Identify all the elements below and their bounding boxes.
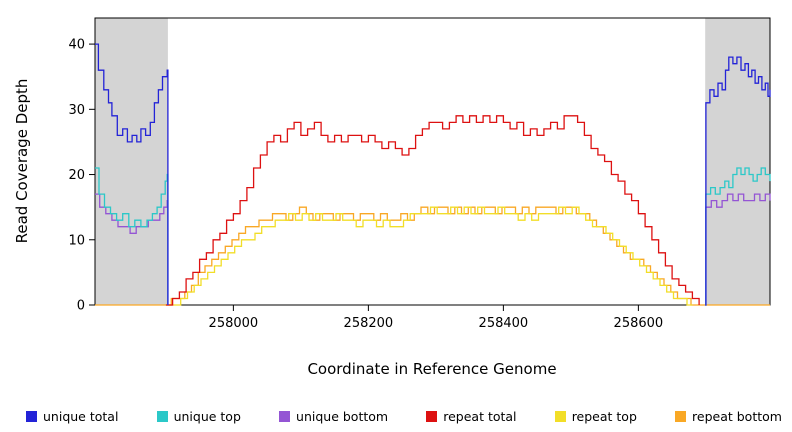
series-line-unique-total [705, 56, 771, 306]
y-tick-label: 30 [68, 103, 85, 118]
legend-item-unique-total: unique total [26, 409, 118, 424]
x-axis-title: Coordinate in Reference Genome [307, 360, 556, 378]
y-tick-label: 20 [68, 168, 85, 183]
series-line-unique-top [705, 167, 771, 306]
y-axis-title: Read Coverage Depth [13, 79, 31, 244]
series-line-unique-total [95, 43, 169, 305]
x-tick-label: 258200 [344, 316, 394, 331]
legend-label: repeat top [571, 409, 637, 424]
legend-item-repeat-bottom: repeat bottom [675, 409, 782, 424]
legend-swatch-unique-top [156, 411, 168, 422]
legend-label: repeat bottom [692, 409, 782, 424]
legend-label: unique bottom [296, 409, 389, 424]
legend-item-repeat-total: repeat total [426, 409, 517, 424]
series-line-repeat-top [165, 206, 693, 306]
shaded-region [705, 18, 770, 305]
x-tick-label: 258000 [209, 316, 259, 331]
legend-swatch-unique-total [26, 411, 37, 422]
series-line-repeat-bottom [95, 206, 770, 306]
y-tick-label: 40 [68, 38, 85, 53]
shaded-region [95, 18, 168, 305]
series-line-unique-bottom [95, 193, 169, 305]
series-line-unique-top [95, 167, 169, 305]
legend-swatch-repeat-top [554, 411, 566, 422]
series-line-unique-bottom [705, 193, 771, 306]
series-group [95, 43, 771, 306]
y-tick-label: 0 [77, 299, 85, 314]
legend-swatch-unique-bottom [279, 411, 291, 422]
legend-swatch-repeat-bottom [675, 411, 687, 422]
legend-label: repeat total [443, 409, 517, 424]
y-tick-label: 10 [68, 233, 85, 248]
legend-label: unique top [173, 409, 241, 424]
legend-swatch-repeat-total [426, 411, 438, 422]
legend-item-unique-top: unique top [156, 409, 241, 424]
legend-item-repeat-top: repeat top [554, 409, 637, 424]
series-line-repeat-total [165, 115, 700, 306]
shaded-regions-group [95, 18, 770, 305]
chart-legend: unique total unique top unique bottom repea… [26, 409, 782, 424]
legend-label: unique total [43, 409, 119, 424]
x-tick-label: 258600 [614, 316, 664, 331]
x-tick-label: 258400 [479, 316, 529, 331]
plot-box [94, 17, 771, 306]
legend-item-unique-bottom: unique bottom [279, 409, 388, 424]
axes-group: 258000 258200 258400 258600 0 10 20 30 40 [68, 17, 771, 331]
